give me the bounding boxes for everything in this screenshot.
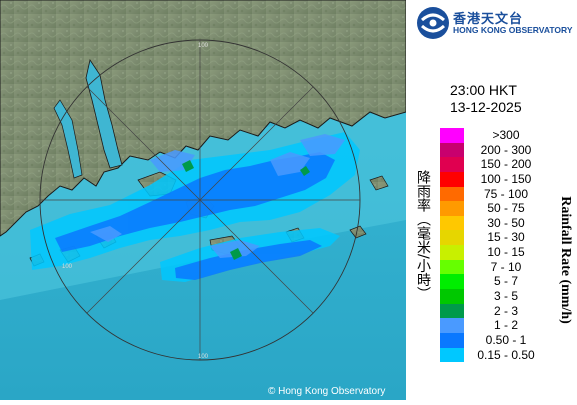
legend-row: 0.15 - 0.50 bbox=[440, 347, 576, 363]
legend-swatch bbox=[440, 245, 464, 260]
legend-range-label: 7 - 10 bbox=[490, 259, 522, 274]
logo-english: HONG KONG OBSERVATORY bbox=[453, 25, 573, 35]
range-label-west: 100 bbox=[62, 264, 73, 270]
legend-range-label: 30 - 50 bbox=[487, 215, 525, 230]
observation-time: 23:00 HKT bbox=[450, 82, 517, 98]
legend-swatch bbox=[440, 303, 464, 319]
legend-row: 75 - 100 bbox=[440, 186, 576, 202]
legend-range-label: 3 - 5 bbox=[493, 289, 518, 304]
legend-range-label: >300 bbox=[492, 128, 520, 142]
legend-row: 50 - 75 bbox=[440, 201, 576, 216]
legend-swatch bbox=[440, 201, 464, 216]
legend-range-label: 100 - 150 bbox=[480, 171, 532, 186]
legend-swatch bbox=[440, 332, 464, 348]
legend-swatch bbox=[440, 347, 464, 363]
radial-lines bbox=[40, 40, 360, 360]
legend-row: >300 bbox=[440, 128, 576, 143]
legend-title-english: Rainfall Rate (mm/h) bbox=[558, 196, 573, 324]
legend-row: 150 - 200 bbox=[440, 157, 576, 172]
legend-range-label: 5 - 7 bbox=[493, 274, 518, 289]
legend-panel: 香港天文台 HONG KONG OBSERVATORY 23:00 HKT 13… bbox=[406, 0, 577, 400]
legend-range-label: 0.50 - 1 bbox=[485, 332, 527, 347]
legend-row: 1 - 2 bbox=[440, 318, 576, 333]
legend-swatch bbox=[440, 215, 464, 231]
legend-row: 0.50 - 1 bbox=[440, 332, 576, 348]
legend-swatch bbox=[440, 230, 464, 246]
legend-swatch bbox=[440, 274, 464, 290]
legend-swatch bbox=[440, 142, 464, 158]
legend-row: 3 - 5 bbox=[440, 289, 576, 304]
observatory-logo: 香港天文台 HONG KONG OBSERVATORY bbox=[414, 4, 574, 44]
range-label-south: 100 bbox=[198, 354, 209, 360]
legend-row: 30 - 50 bbox=[440, 215, 576, 231]
legend-row: 5 - 7 bbox=[440, 274, 576, 290]
rainfall-legend: >300 200 - 300 150 - 200 100 - 150 75 - 100 5… bbox=[440, 128, 576, 363]
map-copyright: © Hong Kong Observatory bbox=[268, 386, 385, 397]
legend-swatch bbox=[440, 128, 464, 143]
legend-title-chinese: 降雨率（毫米/小時） bbox=[415, 170, 431, 301]
observation-date: 13-12-2025 bbox=[450, 99, 522, 115]
legend-range-label: 15 - 30 bbox=[487, 230, 525, 245]
legend-range-label: 10 - 15 bbox=[487, 245, 525, 260]
legend-row: 10 - 15 bbox=[440, 245, 576, 260]
radar-map-svg: 100 100 100 © Hong Kong Observatory bbox=[0, 0, 407, 400]
legend-row: 2 - 3 bbox=[440, 303, 576, 319]
legend-swatch bbox=[440, 259, 464, 275]
rain-echoes bbox=[30, 132, 360, 282]
legend-swatch bbox=[440, 171, 464, 187]
legend-range-label: 50 - 75 bbox=[487, 201, 525, 216]
river-estuary bbox=[85, 58, 123, 169]
logo-chinese: 香港天文台 bbox=[453, 12, 524, 27]
observatory-logo-icon bbox=[417, 7, 449, 39]
legend-range-label: 1 - 2 bbox=[493, 318, 518, 333]
legend-row: 15 - 30 bbox=[440, 230, 576, 246]
legend-range-label: 150 - 200 bbox=[480, 157, 532, 172]
legend-range-label: 2 - 3 bbox=[493, 303, 518, 318]
radar-map: 100 100 100 © Hong Kong Observatory bbox=[0, 0, 407, 400]
legend-range-label: 200 - 300 bbox=[480, 142, 532, 157]
legend-swatch bbox=[440, 186, 464, 202]
legend-range-label: 0.15 - 0.50 bbox=[477, 347, 535, 362]
river-channel bbox=[53, 99, 83, 179]
legend-row: 7 - 10 bbox=[440, 259, 576, 275]
legend-row: 100 - 150 bbox=[440, 171, 576, 187]
legend-swatch bbox=[440, 289, 464, 304]
legend-swatch bbox=[440, 318, 464, 333]
legend-range-label: 75 - 100 bbox=[483, 186, 529, 201]
legend-row: 200 - 300 bbox=[440, 142, 576, 158]
legend-swatch bbox=[440, 157, 464, 172]
range-label-north: 100 bbox=[198, 43, 209, 49]
